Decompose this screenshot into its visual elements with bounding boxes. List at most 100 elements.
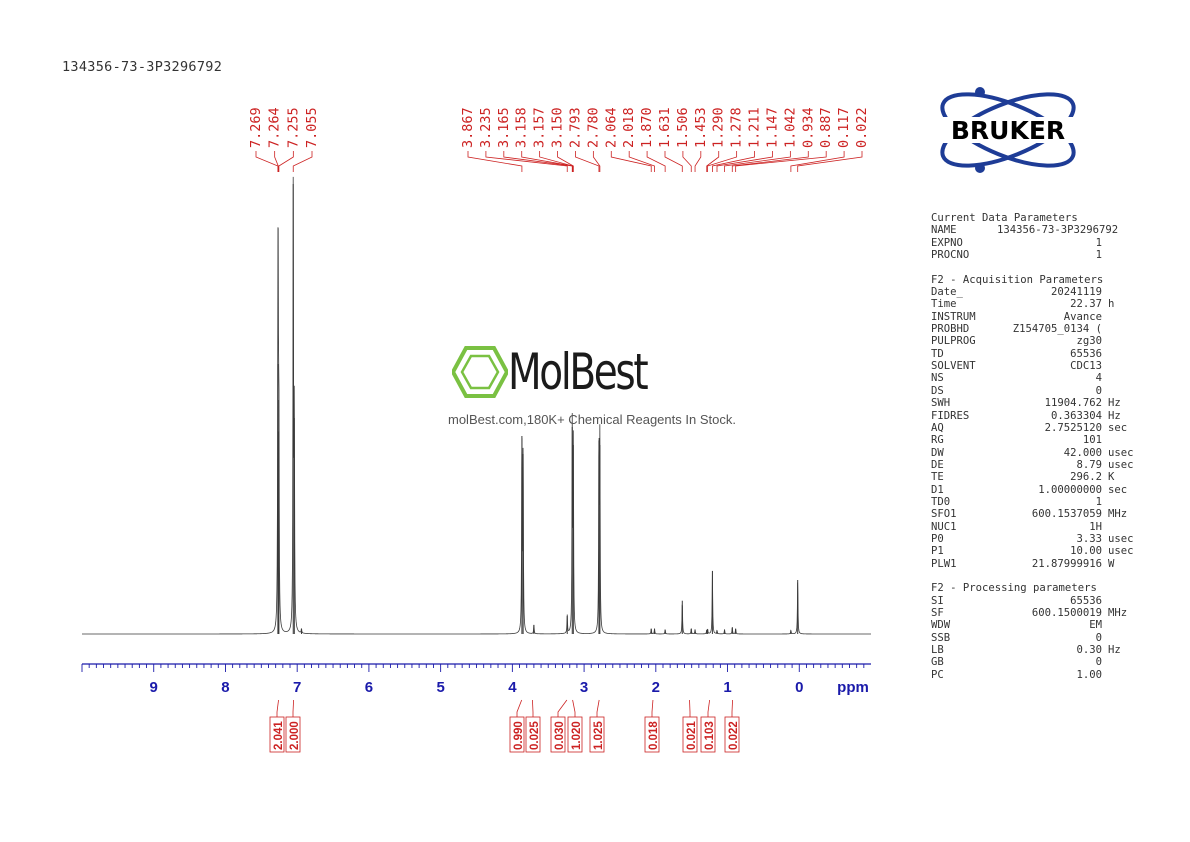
param-row-fidres: FIDRES 0.363304 Hz — [931, 410, 1134, 422]
param-row-te: TE 296.2 K — [931, 471, 1134, 483]
param-value: 22.37 — [1070, 298, 1102, 311]
integral-box — [509, 716, 525, 753]
integral-value: 0.018 — [648, 721, 660, 750]
peak-label: 1.453 — [693, 107, 709, 148]
param-value: EM — [1089, 619, 1102, 632]
peak-label-leader — [694, 151, 702, 172]
param-name: SF — [931, 607, 944, 619]
param-unit: MHz — [1108, 508, 1128, 521]
param-name: RG — [931, 434, 944, 447]
integral-leader — [292, 699, 294, 717]
param-value: 1.00000000 — [1038, 483, 1102, 496]
param-name: AQ — [931, 421, 944, 434]
param-value: 1 — [1095, 495, 1102, 508]
param-value: 3.33 — [1076, 532, 1102, 545]
peak-label: 0.934 — [800, 107, 816, 148]
param-name: PC — [931, 668, 944, 681]
integral-value: 0.022 — [728, 721, 740, 750]
peak-label: 0.117 — [836, 107, 852, 148]
param-name: WDW — [931, 619, 951, 632]
peak-label: 3.867 — [460, 107, 476, 148]
peak-label-leader — [539, 151, 574, 172]
peak-label: 3.235 — [478, 107, 494, 148]
param-name: Time — [931, 298, 957, 311]
peak-label-leader — [292, 151, 313, 172]
integral-box — [682, 716, 698, 753]
peak-label: 2.793 — [567, 107, 583, 148]
param-value: 11904.762 — [1044, 397, 1102, 410]
param-row-date: Date_ 20241119 — [931, 286, 1134, 298]
peak-label: 3.157 — [532, 107, 548, 148]
param-unit: usec — [1108, 532, 1134, 545]
peak-label-leader — [682, 151, 692, 172]
peak-label: 3.165 — [496, 107, 512, 148]
param-name: P0 — [931, 532, 944, 545]
param-row-td: TD 65536 — [931, 348, 1134, 360]
peak-label: 1.042 — [782, 107, 798, 148]
param-value: Avance — [1063, 310, 1102, 323]
integral-value: 1.025 — [593, 721, 605, 750]
peak-label-leader — [706, 151, 720, 172]
param-row-si: SI 65536 — [931, 595, 1134, 607]
param-name: GB — [931, 656, 944, 669]
integral-value: 0.030 — [554, 721, 566, 750]
param-unit: sec — [1108, 483, 1128, 496]
molbest-watermark: MolBest molBest.com,180K+ Chemical Reage… — [448, 340, 748, 440]
peak-label-leader — [503, 151, 573, 172]
param-name: Date_ — [931, 286, 963, 299]
param-name: PROCNO — [931, 249, 970, 262]
param-row-ns: NS 4 — [931, 372, 1134, 384]
param-row-wdw: WDW EM — [931, 619, 1134, 631]
param-name: NAME — [931, 224, 957, 237]
param-unit: sec — [1108, 421, 1128, 434]
benzene-ring-icon — [452, 346, 508, 398]
param-name: TE — [931, 471, 944, 484]
param-value: 1.00 — [1076, 668, 1102, 681]
param-row-sfo1: SFO1 600.1537059 MHz — [931, 508, 1134, 520]
peak-label: 1.506 — [675, 107, 691, 148]
param-value: Z154705_0134 ( — [1012, 323, 1102, 336]
integral-leader — [532, 699, 534, 717]
peak-label: 1.290 — [711, 107, 727, 148]
integral-box — [700, 716, 716, 753]
x-axis-label: ppm — [837, 679, 869, 696]
peak-label: 2.018 — [621, 107, 637, 148]
param-value: zg30 — [1076, 335, 1102, 348]
param-row-probhd: PROBHD Z154705_0134 ( — [931, 323, 1134, 335]
param-name: FIDRES — [931, 409, 970, 422]
param-row-pc: PC 1.00 — [931, 669, 1134, 681]
param-value: 0.363304 — [1050, 409, 1102, 422]
peak-label-leader — [485, 151, 568, 172]
x-tick-label: 0 — [795, 679, 803, 696]
param-name: NUC1 — [931, 520, 957, 533]
peak-label-leader — [724, 151, 791, 172]
param-row-time: Time 22.37 h — [931, 298, 1134, 310]
param-row-instrum: INSTRUM Avance — [931, 311, 1134, 323]
peak-label: 3.158 — [514, 107, 530, 148]
peak-label: 2.064 — [603, 107, 619, 148]
param-row-ds: DS 0 — [931, 385, 1134, 397]
param-name: D1 — [931, 483, 944, 496]
param-name: EXPNO — [931, 236, 963, 249]
param-name: LB — [931, 644, 944, 657]
param-value: 0 — [1095, 631, 1102, 644]
integral-leader — [572, 699, 576, 717]
peak-label: 7.264 — [267, 107, 283, 148]
param-name: SFO1 — [931, 508, 957, 521]
peak-label-leader — [592, 151, 601, 172]
param-value: 20241119 — [1050, 286, 1102, 299]
param-value: 600.1500019 — [1031, 607, 1102, 619]
peak-label: 3.150 — [550, 107, 566, 148]
param-name: PULPROG — [931, 335, 976, 348]
peak-label-leader — [557, 151, 574, 172]
param-unit: Hz — [1108, 409, 1121, 422]
param-unit: h — [1108, 298, 1115, 311]
watermark-tagline: molBest.com,180K+ Chemical Reagents In S… — [448, 412, 736, 427]
integral-box — [724, 716, 740, 753]
integral-value: 0.990 — [513, 721, 525, 750]
param-row-d1: D1 1.00000000 sec — [931, 484, 1134, 496]
param-unit: Hz — [1108, 397, 1121, 410]
integral-box — [567, 716, 583, 753]
x-tick-label: 3 — [580, 679, 588, 696]
param-unit: usec — [1108, 545, 1134, 558]
